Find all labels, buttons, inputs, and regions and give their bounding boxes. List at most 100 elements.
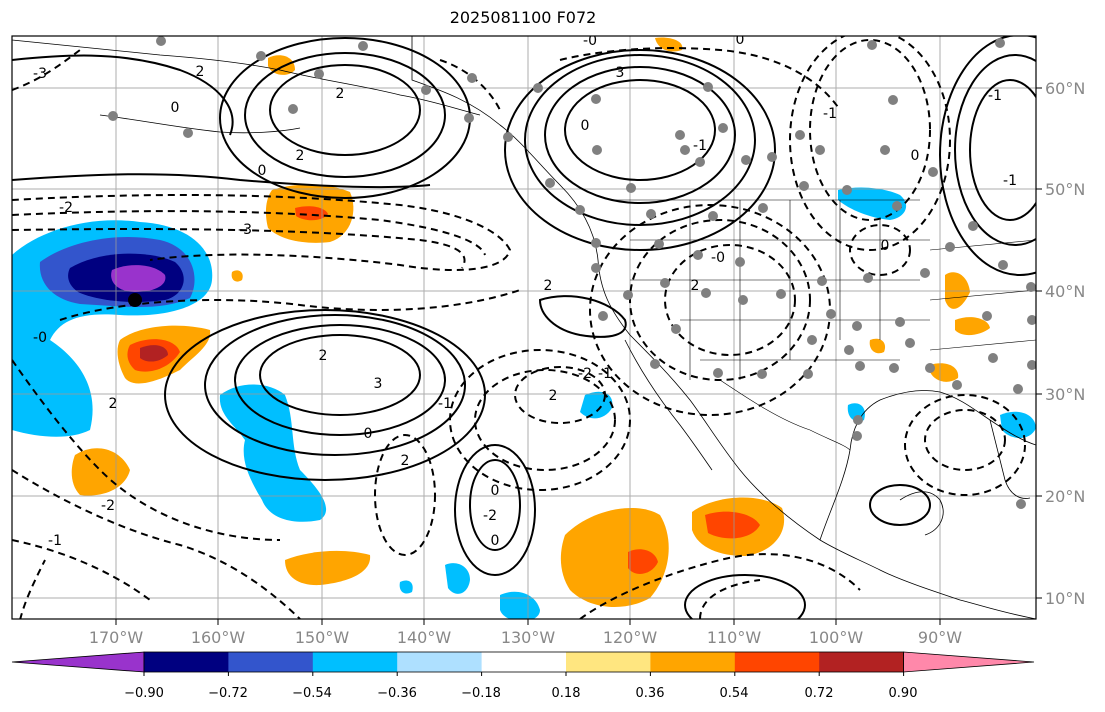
contour-label: 0 xyxy=(736,32,745,48)
negative-anomaly-region xyxy=(1000,411,1036,438)
positive-anomaly-region xyxy=(231,270,243,282)
negative-anomaly-region xyxy=(500,591,540,619)
lat-tick-label: 40°N xyxy=(1045,282,1085,301)
lat-tick-label: 60°N xyxy=(1045,79,1085,98)
gulf-coastline xyxy=(819,390,1036,541)
contour-label: -1 xyxy=(823,106,837,122)
colorbar-tick-label: 0.72 xyxy=(805,686,834,701)
station-dot-highlighted xyxy=(128,293,142,307)
positive-anomaly-region xyxy=(930,363,959,382)
contour-label: 2 xyxy=(336,86,345,102)
contour-label: 2 xyxy=(109,396,118,412)
contour-label: -0 xyxy=(583,33,597,49)
map-frame xyxy=(11,35,1037,620)
contour-label: -2 xyxy=(483,508,497,524)
lat-tick-label: 30°N xyxy=(1045,385,1085,404)
contour-label: -0 xyxy=(33,330,47,346)
contour-label: 0 xyxy=(171,100,180,116)
colorbar-arrow-high xyxy=(903,651,1035,673)
contour-label: 2 xyxy=(319,348,328,364)
colorbar-segment xyxy=(144,652,229,672)
longitude-labels: 170°W 160°W 150°W 140°W 130°W 120°W 110°… xyxy=(89,628,962,647)
contour-label: -1 xyxy=(693,138,707,154)
contour-label: 3 xyxy=(374,376,383,392)
plot-title: 2025081100 F072 xyxy=(449,8,597,27)
colorbar-segment xyxy=(650,652,736,672)
station-dots xyxy=(108,36,1036,509)
lon-tick-label: 130°W xyxy=(501,628,556,647)
colorbar-segment xyxy=(734,652,820,672)
lon-tick-label: 120°W xyxy=(603,628,658,647)
colorbar xyxy=(11,651,1035,676)
negative-anomaly-region xyxy=(838,187,907,220)
lon-tick-label: 140°W xyxy=(397,628,452,647)
positive-anomaly-region xyxy=(628,549,658,574)
aleutian-islands xyxy=(99,114,301,134)
lon-tick-label: 160°W xyxy=(191,628,246,647)
colorbar-labels: −0.90 −0.72 −0.54 −0.36 −0.18 0.18 0.36 … xyxy=(124,686,917,701)
colorbar-segment xyxy=(566,652,651,672)
colorbar-segment xyxy=(819,652,905,672)
contour-label: -1 xyxy=(988,88,1002,104)
positive-anomaly-region xyxy=(705,511,760,539)
contour-label: 0 xyxy=(364,426,373,442)
colorbar-outline xyxy=(143,651,904,673)
contour-label: 2 xyxy=(549,388,558,404)
yucatan-coastline xyxy=(899,491,944,536)
contour-label: 0 xyxy=(911,148,920,164)
positive-anomaly-region xyxy=(869,338,886,354)
negative-anomaly-region xyxy=(445,563,470,594)
axis-ticks xyxy=(115,87,1042,625)
contour-label: 2 xyxy=(691,278,700,294)
colorbar-segment xyxy=(228,652,314,672)
north-america-coastline xyxy=(411,36,1036,619)
baja-coastline xyxy=(624,339,713,471)
colorbar-segment xyxy=(397,652,483,672)
contour-label: 2 xyxy=(196,64,205,80)
contour-label: 2 xyxy=(401,453,410,469)
colorbar-tick-label: 0.18 xyxy=(552,686,581,701)
contour-label: -3 xyxy=(33,66,47,82)
positive-contours xyxy=(12,36,1036,619)
contour-label: 2 xyxy=(296,148,305,164)
contour-label: -1 xyxy=(438,396,452,412)
colorbar-tick-label: 0.90 xyxy=(889,686,918,701)
negative-anomaly-region xyxy=(399,580,413,594)
coastlines xyxy=(12,36,1036,619)
contour-label: -1 xyxy=(1003,173,1017,189)
positive-anomaly-region xyxy=(295,206,328,221)
positive-anomaly-region xyxy=(140,345,168,362)
colorbar-tick-label: −0.90 xyxy=(124,686,164,701)
contour-label: -1 xyxy=(598,366,612,382)
lon-tick-label: 170°W xyxy=(89,628,144,647)
colorbar-tick-label: −0.18 xyxy=(461,686,501,701)
state-borders xyxy=(610,199,1036,451)
contour-label: -0 xyxy=(711,250,725,266)
colorbar-segment xyxy=(312,652,398,672)
lat-tick-label: 50°N xyxy=(1045,180,1085,199)
contour-label: 3 xyxy=(616,65,625,81)
contour-label: 0 xyxy=(491,483,500,499)
colorbar-tick-label: −0.54 xyxy=(292,686,332,701)
contour-label: -2 xyxy=(578,366,592,382)
lat-tick-label: 10°N xyxy=(1045,589,1085,608)
contour-label: -1 xyxy=(48,533,62,549)
positive-anomaly-region xyxy=(560,507,669,608)
contour-label: -2 xyxy=(59,200,73,216)
colorbar-tick-label: −0.72 xyxy=(208,686,248,701)
colorbar-segment xyxy=(481,652,567,672)
negative-contours xyxy=(12,36,1026,619)
colorbar-arrow-low xyxy=(11,651,145,673)
lat-tick-label: 20°N xyxy=(1045,487,1085,506)
lon-tick-label: 150°W xyxy=(295,628,350,647)
negative-anomaly-region xyxy=(219,384,327,522)
lon-tick-label: 90°W xyxy=(918,628,962,647)
contour-label: 0 xyxy=(491,533,500,549)
positive-anomaly-region xyxy=(285,550,371,586)
lon-tick-label: 100°W xyxy=(809,628,864,647)
colorbar-tick-label: −0.36 xyxy=(377,686,417,701)
contour-label: 0 xyxy=(258,163,267,179)
florida-coastline xyxy=(989,419,1031,499)
colorbar-tick-label: 0.36 xyxy=(636,686,665,701)
